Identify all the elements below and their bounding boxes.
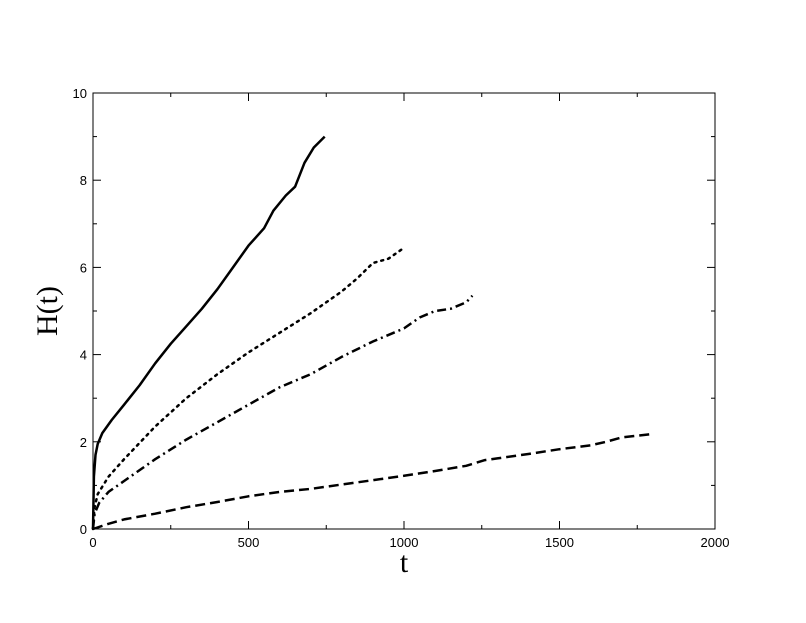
y-tick-label: 6: [80, 260, 87, 275]
y-tick-label: 0: [80, 522, 87, 537]
series-line-1-solid: [91, 135, 326, 530]
series-line-3-dash-dot: [91, 294, 474, 530]
y-axis-title: H(t): [31, 286, 64, 336]
x-axis-title: t: [400, 546, 409, 579]
y-tick-label: 4: [80, 348, 87, 363]
series-line-4-dashed: [92, 432, 653, 531]
y-tick-label: 2: [80, 435, 87, 450]
x-tick-label: 1500: [545, 535, 574, 550]
series-line-2-dotted: [91, 246, 406, 531]
axis-ticks: 0 500 1000 1500 2000 0 2 4 6 8 10: [73, 86, 730, 550]
y-tick-label: 8: [80, 173, 87, 188]
x-tick-label: 0: [89, 535, 96, 550]
x-tick-label: 1000: [390, 535, 419, 550]
x-tick-label: 2000: [701, 535, 730, 550]
y-tick-label: 10: [73, 86, 87, 101]
plot-area-frame: [92, 92, 716, 530]
x-tick-label: 500: [238, 535, 260, 550]
series-layer: [91, 135, 653, 531]
